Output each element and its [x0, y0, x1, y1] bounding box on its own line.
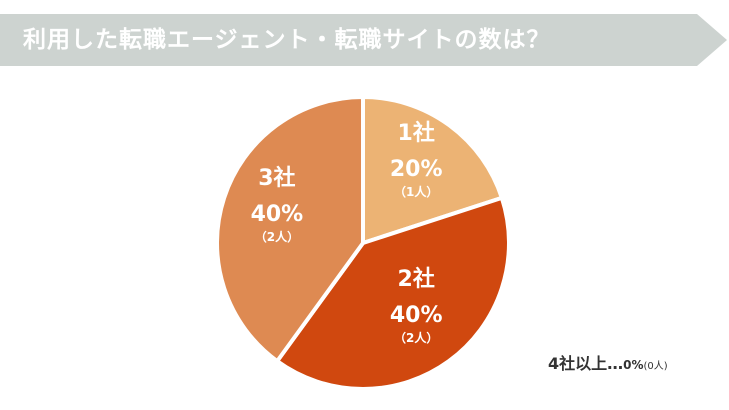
slice-percent-label-3: 40% — [251, 202, 304, 227]
slice-name-label-2: 2社 — [398, 266, 435, 292]
slice-count-label-2: （2人） — [394, 330, 438, 345]
title-banner-shape — [0, 14, 727, 66]
pie-slice-1 — [361, 95, 504, 245]
slice-percent-label-2: 40% — [390, 303, 443, 328]
pie-slices — [215, 95, 511, 391]
slice-count-label-1: （1人） — [394, 184, 438, 199]
note-ellipsis: … — [607, 354, 624, 373]
title-banner: 利用した転職エージェント・転職サイトの数は？ — [0, 14, 728, 66]
slice-name-label-1: 1社 — [398, 120, 435, 146]
slice-name-label-3: 3社 — [258, 165, 295, 191]
slice-count-label-3: （2人） — [255, 229, 299, 244]
chart-title: 利用した転職エージェント・転職サイトの数は？ — [23, 27, 551, 53]
note-count: (0人) — [643, 361, 668, 372]
slice-percent-label-1: 20% — [390, 157, 443, 182]
pie-labels: 1社 20% （1人） 2社 40% （2人） 3社 40% （2人） — [251, 120, 443, 345]
other-category-note: 4社以上…0%(0人) — [548, 350, 668, 374]
pie-slice-3 — [215, 95, 365, 364]
note-label: 4社以上 — [548, 354, 608, 373]
note-percent: 0% — [623, 358, 644, 372]
pie-slice-2 — [275, 195, 511, 391]
